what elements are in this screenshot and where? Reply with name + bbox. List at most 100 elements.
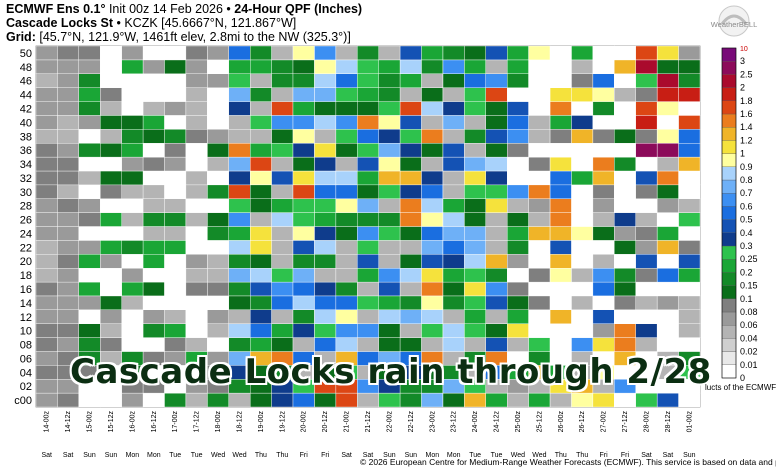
heatmap-cell: [614, 73, 636, 88]
heatmap-cell: [271, 198, 294, 213]
heatmap-cell: [292, 142, 315, 158]
heatmap-cell: [228, 281, 251, 297]
heatmap-cell: [399, 184, 422, 199]
heatmap-cell: [271, 337, 294, 352]
heatmap-cell: [164, 45, 187, 61]
heatmap-cell: [121, 115, 144, 130]
heatmap-cell: [635, 156, 658, 172]
heatmap-cell: [378, 73, 401, 88]
day-label: Wed: [511, 452, 525, 459]
heatmap-cell: [657, 309, 679, 324]
colorbar-swatch: [721, 232, 737, 247]
heatmap-cell: [249, 198, 272, 213]
heatmap-cell: [249, 101, 272, 116]
heatmap-cell: [485, 73, 508, 88]
heatmap-cell: [57, 309, 80, 324]
heatmap-cell: [614, 170, 636, 186]
heatmap-cell: [528, 240, 551, 255]
heatmap-cell: [292, 240, 315, 255]
heatmap-cell: [657, 129, 679, 144]
heatmap-cell: [614, 240, 636, 255]
heatmap-cell: [228, 142, 251, 158]
heatmap-cell: [528, 212, 551, 227]
heatmap-cell: [464, 281, 486, 297]
heatmap-cell: [571, 45, 594, 61]
heatmap-cell: [35, 281, 58, 297]
heatmap-cell: [185, 392, 208, 408]
heatmap-cell: [207, 170, 229, 186]
heatmap-cell: [100, 309, 122, 324]
heatmap-cell: [399, 87, 422, 102]
heatmap-cell: [35, 73, 58, 88]
heatmap-cell: [378, 254, 401, 269]
heatmap-cell: [635, 323, 658, 338]
heatmap-cell: [592, 226, 615, 241]
heatmap-cell: [528, 226, 551, 241]
heatmap-cell: [485, 198, 508, 213]
heatmap-cell: [549, 129, 572, 144]
heatmap-cell: [464, 309, 486, 324]
heatmap-cell: [228, 212, 251, 227]
colorbar-swatch: [721, 87, 737, 101]
heatmap-cell: [142, 254, 165, 269]
colorbar-tick-label: 0.6: [740, 201, 753, 211]
x-tick-label: 25-12z: [536, 411, 543, 433]
heatmap-cell: [485, 295, 508, 310]
heatmap-cell: [678, 295, 701, 310]
heatmap-cell: [249, 295, 272, 310]
x-tick-label: 23-12z: [451, 411, 458, 433]
heatmap-cell: [571, 323, 594, 338]
heatmap-cell: [78, 254, 101, 269]
heatmap-cell: [442, 101, 465, 116]
x-tick-label: 17-12z: [194, 411, 201, 433]
day-label: Tue: [169, 452, 181, 459]
heatmap-cell: [614, 226, 636, 241]
day-label: Wed: [532, 452, 546, 459]
heatmap-cell: [592, 254, 615, 269]
heatmap-cell: [100, 240, 122, 255]
heatmap-cell: [100, 115, 122, 130]
heatmap-cell: [442, 240, 465, 255]
heatmap-cell: [100, 254, 122, 269]
heatmap-cell: [528, 156, 551, 172]
heatmap-cell: [185, 295, 208, 310]
heatmap-cell: [35, 212, 58, 227]
heatmap-cell: [100, 226, 122, 241]
heatmap-cell: [528, 392, 551, 408]
heatmap-cell: [421, 184, 444, 199]
heatmap-cell: [335, 337, 358, 352]
heatmap-cell: [614, 184, 636, 199]
day-label: Sat: [663, 452, 674, 459]
heatmap-cell: [507, 73, 529, 88]
heatmap-cell: [571, 59, 594, 75]
heatmap-cell: [185, 45, 208, 61]
heatmap-cell: [100, 184, 122, 199]
heatmap-cell: [635, 101, 658, 116]
heatmap-cell: [335, 281, 358, 297]
heatmap-cell: [314, 240, 337, 255]
heatmap-cell: [57, 115, 80, 130]
heatmap-cell: [507, 129, 529, 144]
heatmap-cell: [292, 129, 315, 144]
heatmap-cell: [121, 309, 144, 324]
grid-label: Grid:: [6, 30, 36, 44]
heatmap-cell: [78, 170, 101, 186]
heatmap-cell: [657, 281, 679, 297]
x-tick-label: 23-00z: [429, 411, 436, 433]
heatmap-cell: [507, 240, 529, 255]
y-tick-label: 02: [20, 381, 32, 393]
logo-text: WeatherBELL: [711, 20, 758, 29]
heatmap-cell: [78, 73, 101, 88]
heatmap-cell: [571, 129, 594, 144]
heatmap-cell: [485, 323, 508, 338]
heatmap-cell: [421, 212, 444, 227]
heatmap-cell: [485, 87, 508, 102]
x-tick-label: 18-00z: [215, 411, 222, 433]
heatmap-cell: [314, 115, 337, 130]
heatmap-cell: [357, 309, 379, 324]
day-label: Sat: [341, 452, 352, 459]
colorbar-tick-label: 3: [740, 56, 745, 66]
heatmap-cell: [678, 268, 701, 283]
heatmap-cell: [528, 142, 551, 158]
heatmap-cell: [464, 156, 486, 172]
